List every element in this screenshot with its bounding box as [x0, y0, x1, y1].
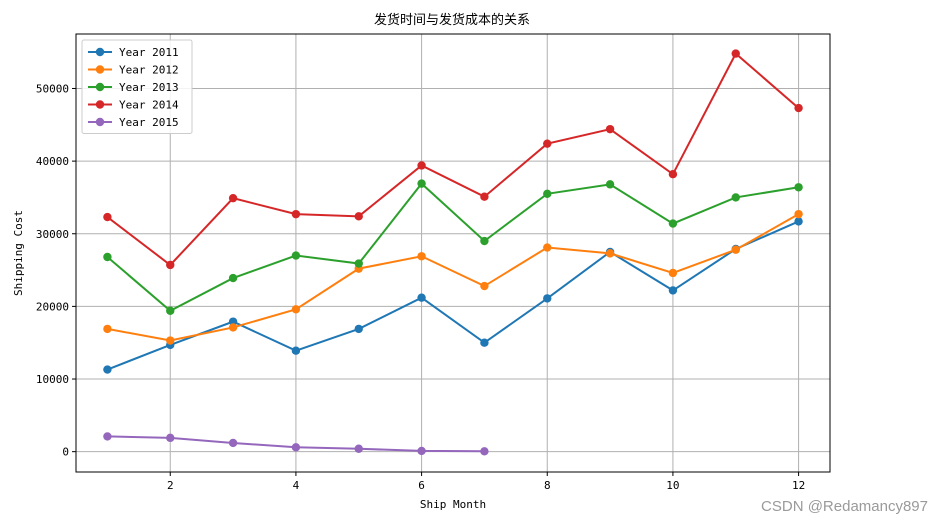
- data-point: [480, 281, 489, 291]
- data-point: [794, 103, 803, 113]
- y-axis: 0 10000 20000 30000 40000 50000: [36, 82, 76, 459]
- legend-swatch-marker: [95, 65, 105, 74]
- data-point: [731, 245, 740, 254]
- series-line: [106, 182, 799, 312]
- plot-frame: [75, 33, 831, 473]
- data-point: [103, 365, 112, 374]
- data-point: [228, 273, 238, 283]
- watermark: CSDN @Redamancy897: [761, 498, 928, 515]
- series-line: [106, 52, 800, 267]
- data-point: [166, 306, 175, 315]
- data-point: [103, 432, 112, 441]
- data-point: [605, 249, 615, 258]
- legend-label: Year 2013: [119, 81, 179, 94]
- data-point: [543, 243, 552, 252]
- legend: Year 2011 Year 2012 Year 2013 Year 2014 Year…: [81, 39, 193, 134]
- series-layer: [103, 49, 803, 456]
- data-point: [480, 447, 489, 456]
- data-point: [291, 209, 301, 219]
- legend-item: Year 2012: [88, 64, 179, 77]
- series-year-2015: [103, 432, 489, 456]
- data-point: [354, 324, 363, 334]
- data-point: [668, 286, 678, 295]
- data-point: [417, 293, 426, 302]
- legend-item: Year 2011: [88, 46, 179, 59]
- x-tick-label: 4: [293, 479, 300, 492]
- legend-item: Year 2013: [88, 81, 179, 94]
- data-point: [731, 193, 740, 202]
- legend-item: Year 2014: [88, 99, 179, 112]
- legend-swatch-marker: [95, 100, 105, 109]
- data-point: [480, 236, 489, 246]
- data-point: [166, 260, 175, 270]
- legend-label: Year 2015: [119, 116, 179, 129]
- data-point: [354, 444, 363, 453]
- chart-title: 发货时间与发货成本的关系: [374, 12, 530, 28]
- y-tick-label: 50000: [36, 82, 69, 95]
- data-point: [605, 180, 615, 189]
- series-year-2011: [103, 217, 803, 374]
- data-point: [731, 49, 740, 58]
- data-point: [417, 179, 426, 188]
- legend-label: Year 2012: [119, 64, 179, 77]
- data-point: [794, 217, 803, 226]
- data-point: [103, 252, 112, 262]
- data-point: [228, 317, 238, 326]
- data-point: [417, 446, 426, 456]
- series-year-2014: [103, 49, 803, 270]
- legend-swatch-marker: [95, 117, 105, 127]
- series-year-2012: [103, 209, 803, 345]
- series-line: [107, 213, 800, 342]
- x-tick-label: 10: [666, 479, 679, 492]
- data-point: [291, 251, 301, 260]
- y-tick-label: 0: [62, 446, 69, 459]
- x-tick-label: 2: [167, 479, 174, 492]
- data-point: [354, 212, 363, 221]
- y-tick-label: 20000: [36, 300, 69, 313]
- legend-swatch-marker: [95, 82, 105, 92]
- x-axis: 2 4 6 8 10 12: [167, 472, 805, 492]
- data-point: [103, 212, 112, 222]
- y-tick-label: 10000: [36, 373, 69, 386]
- data-point: [291, 443, 301, 452]
- series-line: [107, 220, 799, 371]
- x-axis-label: Ship Month: [420, 498, 486, 511]
- data-point: [228, 438, 238, 448]
- data-point: [668, 219, 678, 228]
- y-tick-label: 30000: [36, 228, 69, 241]
- data-point: [543, 189, 552, 199]
- series-year-2013: [103, 179, 803, 315]
- legend-swatch-marker: [95, 47, 105, 57]
- x-tick-label: 6: [418, 479, 425, 492]
- data-point: [103, 324, 112, 334]
- data-point: [417, 252, 426, 261]
- data-point: [605, 124, 615, 134]
- data-point: [543, 139, 552, 148]
- data-point: [668, 169, 678, 179]
- data-point: [480, 192, 489, 201]
- data-point: [417, 161, 426, 170]
- data-point: [794, 209, 803, 219]
- data-point: [166, 433, 175, 443]
- data-point: [668, 268, 678, 278]
- legend-item: Year 2015: [88, 116, 179, 129]
- data-point: [480, 338, 489, 347]
- y-tick-label: 40000: [36, 155, 69, 168]
- data-point: [228, 323, 238, 332]
- legend-frame: [81, 39, 193, 134]
- data-point: [543, 294, 552, 303]
- data-point: [291, 305, 301, 314]
- data-point: [291, 346, 301, 355]
- data-point: [166, 336, 175, 345]
- data-point: [354, 259, 363, 268]
- y-axis-label: Shipping Cost: [12, 210, 25, 296]
- data-point: [794, 183, 803, 192]
- legend-label: Year 2014: [119, 99, 179, 112]
- data-point: [228, 193, 238, 203]
- x-tick-label: 8: [544, 479, 551, 492]
- legend-label: Year 2011: [119, 46, 179, 59]
- x-tick-label: 12: [792, 479, 805, 492]
